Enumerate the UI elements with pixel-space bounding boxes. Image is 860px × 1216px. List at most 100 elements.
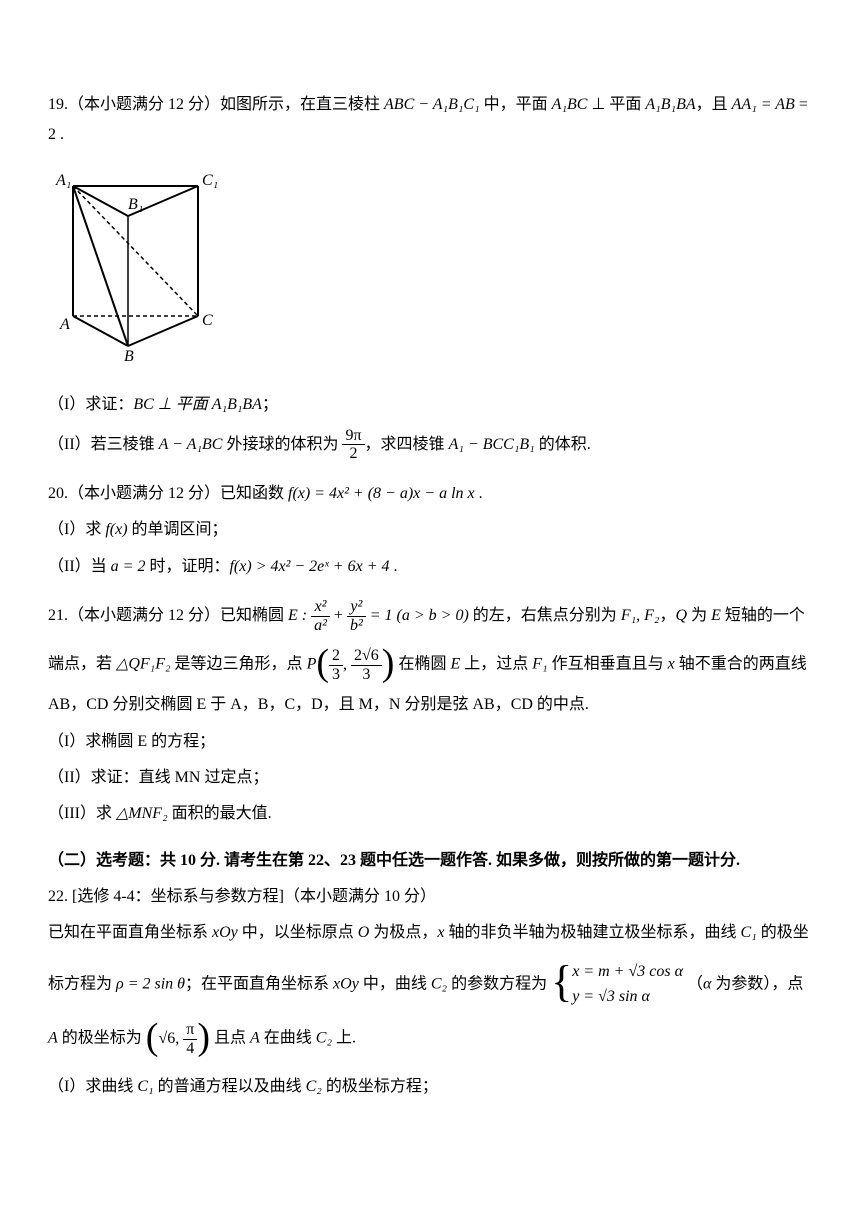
q22-xoy2: xOy <box>333 975 359 992</box>
q21-part2: （II）求证：直线 MN 过定点； <box>48 763 812 793</box>
label-c: C <box>202 312 213 329</box>
q22-c1: C₁ <box>741 924 757 941</box>
q20-p2a: （II）当 <box>48 558 111 575</box>
lparen-icon: ( <box>316 644 329 682</box>
q21-pc2n: 2√6 <box>351 647 382 666</box>
q22-l1c: 为极点， <box>369 924 437 941</box>
lbrace-icon: { <box>551 960 572 1004</box>
q19-stem: 19.（本小题满分 12 分）如图所示，在直三棱柱 ABC − A₁B₁C₁ 中… <box>48 90 812 151</box>
q19-p2-cone2: A₁ − BCC₁B₁ <box>449 435 535 452</box>
q19-prism: ABC − A₁B₁C₁ <box>384 96 480 113</box>
q21-f2d: b² <box>350 617 363 634</box>
q21-pc1: 23 <box>329 647 343 683</box>
q21-l2b: 是等边三角形，点 <box>171 656 307 673</box>
q21-p3a: （III）求 <box>48 805 116 822</box>
q21-plus: + <box>330 607 347 624</box>
q22-polar: ρ = 2 sin θ <box>116 975 185 992</box>
problem-21: 21.（本小题满分 12 分）已知椭圆 E : x²a² + y²b² = 1 … <box>48 598 812 830</box>
q21-l2c: 在椭圆 <box>394 656 450 673</box>
q22-part1: （I）求曲线 C₁ 的普通方程以及曲线 C₂ 的极坐标方程； <box>48 1072 812 1102</box>
q21-l2e: 作互相垂直且与 <box>548 656 668 673</box>
q21-l2f: 轴不重合的两直线 <box>675 656 807 673</box>
q20-p2-end: . <box>390 558 398 575</box>
q21-tail1b: ， <box>659 607 675 624</box>
q22-label: 22. [选修 4-4：坐标系与参数方程]（本小题满分 10 分） <box>48 882 812 912</box>
q20-p1-fx: f(x) <box>105 521 127 538</box>
q20-p1-label: （I）求 <box>48 521 105 538</box>
q19-eq-lhs: AA₁ = AB <box>732 96 795 113</box>
q22-l1d: 轴的非负半轴为极轴建立极坐标系，曲线 <box>444 924 740 941</box>
q22-polar-coord: (√6, π4) <box>146 1020 210 1058</box>
q20-label: 20.（本小题满分 12 分）已知函数 <box>48 485 288 502</box>
q21-pc2: 2√63 <box>351 647 382 683</box>
q19-figure: A₁ B₁ C₁ A B C <box>48 161 812 372</box>
q19-label: 19.（本小题满分 12 分）如图所示，在直三棱柱 <box>48 96 384 113</box>
lparen-icon: ( <box>146 1018 159 1056</box>
q19-p2-den: 2 <box>342 445 364 463</box>
q19-p2d: 的体积. <box>535 435 591 452</box>
q21-tail1d: 短轴的一个 <box>721 607 805 624</box>
q21-pc1d: 3 <box>329 666 343 684</box>
q20-p1-end: 的单调区间； <box>128 521 228 538</box>
q21-tail1c: 为 <box>687 607 711 624</box>
q22-l2c: 中，曲线 <box>359 975 431 992</box>
q19-p1-label: （I）求证： <box>48 396 133 413</box>
q22-l1e: 的极坐 <box>757 924 809 941</box>
section-2-heading: （二）选考题：共 10 分. 请考生在第 22、23 题中任选一题作答. 如果多… <box>48 846 812 876</box>
q21-e: E <box>711 607 721 624</box>
q21-f1: F₁ <box>532 656 547 673</box>
q20-p2-cond: a = 2 <box>111 558 146 575</box>
q19-plane1: A₁BC <box>552 96 588 113</box>
q19-plane2: A₁B₁BA <box>645 96 695 113</box>
q21-p-coord: (23, 2√63) <box>316 646 394 684</box>
q22-pc2: π4 <box>183 1021 197 1057</box>
label-b: B <box>124 348 134 361</box>
q22-p1b: 的普通方程以及曲线 <box>154 1078 306 1095</box>
q22-l1a: 已知在平面直角坐标系 <box>48 924 212 941</box>
problem-19: 19.（本小题满分 12 分）如图所示，在直三棱柱 ABC − A₁B₁C₁ 中… <box>48 90 812 463</box>
q22-pc2n: π <box>183 1021 197 1040</box>
q21-line2: 端点，若 △QF₁F₂ 是等边三角形，点 P(23, 2√63) 在椭圆 E 上… <box>48 646 812 684</box>
q21-line1: 21.（本小题满分 12 分）已知椭圆 E : x²a² + y²b² = 1 … <box>48 598 812 634</box>
q21-f2n: y² <box>350 598 362 615</box>
q21-tri: △QF₁F₂ <box>116 656 171 673</box>
q22-py: y = √3 sin α <box>572 988 650 1005</box>
q21-l2d: 上，过点 <box>460 656 532 673</box>
q22-line1: 已知在平面直角坐标系 xOy 中，以坐标原点 O 为极点，x 轴的非负半轴为极轴… <box>48 918 812 948</box>
rparen-icon: ) <box>382 644 395 682</box>
q21-l2a: 端点，若 <box>48 656 116 673</box>
q21-tri2: △MNF₂ <box>116 805 168 822</box>
page-root: 19.（本小题满分 12 分）如图所示，在直三棱柱 ABC − A₁B₁C₁ 中… <box>0 0 860 1216</box>
q21-q: Q <box>676 607 688 624</box>
prism-svg: A₁ B₁ C₁ A B C <box>48 161 228 361</box>
q22-a: A <box>48 1030 58 1047</box>
q21-elhs: E : <box>288 607 311 624</box>
q19-label4: ，且 <box>696 96 732 113</box>
q22-l3e: 上. <box>332 1030 356 1047</box>
q21-e2: E <box>450 656 460 673</box>
rparen-icon: ) <box>197 1018 210 1056</box>
q21-pc2d: 3 <box>351 666 382 684</box>
q19-part2: （II）若三棱锥 A − A₁BC 外接球的体积为 9π2，求四棱锥 A₁ − … <box>48 427 812 463</box>
label-a1: A₁ <box>55 172 71 189</box>
q20-part1: （I）求 f(x) 的单调区间； <box>48 515 812 545</box>
q20-end: . <box>475 485 483 502</box>
q21-x: x <box>668 656 675 673</box>
q22-line3: A 的极坐标为 (√6, π4) 且点 A 在曲线 C₂ 上. <box>48 1020 812 1058</box>
label-a: A <box>59 316 70 333</box>
q22-xoy: xOy <box>212 924 238 941</box>
q22-l3c: 且点 <box>210 1030 250 1047</box>
q19-p2-frac: 9π2 <box>342 427 364 463</box>
q21-line3: AB，CD 分别交椭圆 E 于 A，B，C，D，且 M，N 分别是弦 AB，CD… <box>48 690 812 720</box>
q22-l3b: 的极坐标为 <box>58 1030 146 1047</box>
q22-param: {x = m + √3 cos αy = √3 sin α <box>551 959 683 1010</box>
q22-l2f: 为参数），点 <box>711 975 803 992</box>
problem-22: 22. [选修 4-4：坐标系与参数方程]（本小题满分 10 分） 已知在平面直… <box>48 882 812 1102</box>
q19-p2a: （II）若三棱锥 <box>48 435 159 452</box>
q22-c2: C₂ <box>431 975 447 992</box>
q22-pc1: √6 <box>158 1030 175 1047</box>
label-b1: B₁ <box>128 196 143 213</box>
q21-part1: （I）求椭圆 E 的方程； <box>48 727 812 757</box>
problem-20: 20.（本小题满分 12 分）已知函数 f(x) = 4x² + (8 − a)… <box>48 479 812 582</box>
q22-p1c1: C₁ <box>137 1078 153 1095</box>
